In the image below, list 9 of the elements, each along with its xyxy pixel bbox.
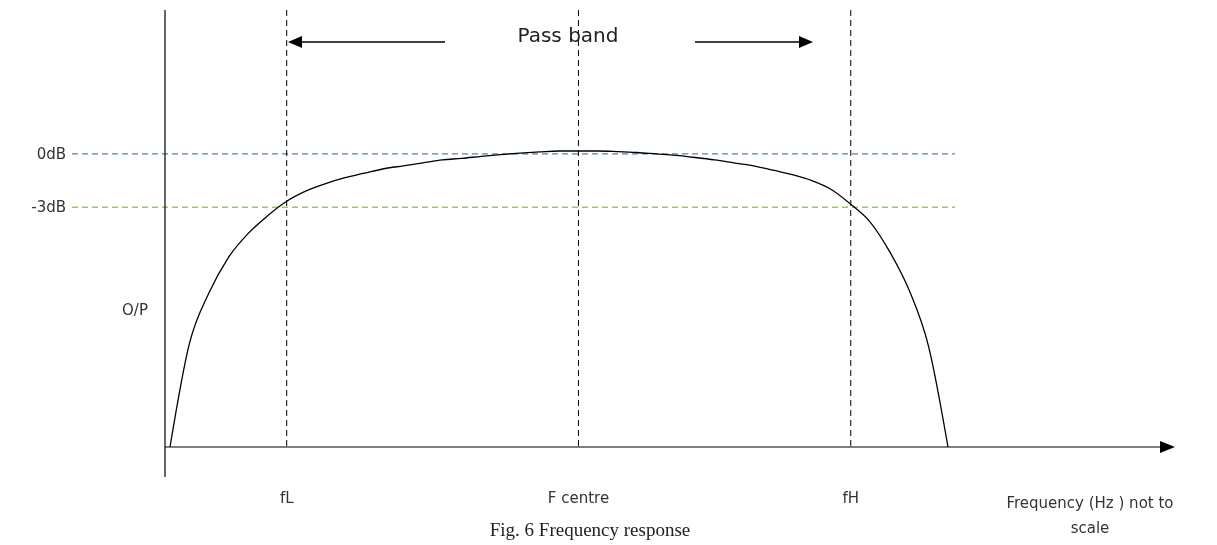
x-tick-label: fL — [279, 489, 295, 507]
x-axis-title: Frequency (Hz ) not to scale — [1006, 494, 1174, 537]
ref-line-label: -3dB — [31, 198, 66, 217]
x-tick-label: F centre — [547, 489, 610, 507]
text: Fig. 6 Frequency response — [489, 519, 691, 540]
ref-line-label: 0dB — [36, 144, 66, 163]
text: Pass band — [517, 23, 619, 47]
y-axis-title: O/P — [122, 301, 148, 319]
x-tick-label: fH — [842, 489, 860, 507]
